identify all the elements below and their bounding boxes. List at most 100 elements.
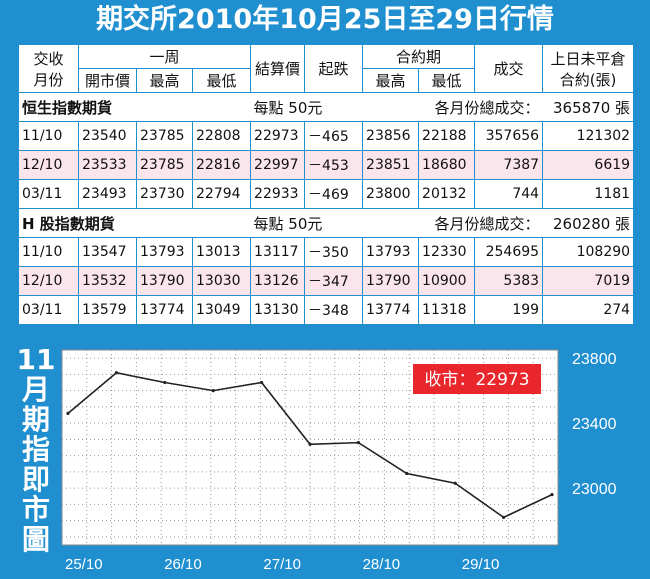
total-value: 260280 張	[542, 208, 635, 238]
chart-svg: 23000 23400 23800 25/10 26/10 27/10 28/10 29/10…	[61, 349, 617, 573]
cell-c-high: 13774	[362, 295, 420, 325]
table-row: 12/10 13532 13790 13030 13126 －347 13790 10900 5…	[18, 266, 635, 296]
data-point	[405, 471, 409, 476]
cell-low: 13030	[191, 266, 252, 296]
cell-high: 23730	[136, 179, 193, 209]
cell-high: 23785	[136, 121, 193, 151]
cell-change: －453	[304, 150, 364, 180]
y-tick-label: 23400	[572, 416, 617, 433]
data-point	[114, 371, 118, 375]
cell-month: 11/10	[18, 237, 79, 267]
y-tick-label: 23800	[572, 351, 617, 368]
cell-open: 13547	[78, 237, 137, 267]
table-row: 12/10 23533 23785 22816 22997 －453 23851 18680 7…	[18, 150, 635, 180]
total-label: 各月份總成交：	[362, 92, 543, 122]
col-contract-period: 合約期	[362, 44, 476, 69]
cell-c-low: 22188	[418, 121, 476, 151]
cell-oi: 121302	[542, 121, 635, 151]
cell-open: 23493	[78, 179, 137, 209]
x-tick-label: 26/10	[164, 556, 202, 573]
total-value: 365870 張	[542, 92, 635, 122]
cell-change: －348	[304, 295, 364, 325]
cell-volume: 7387	[474, 150, 544, 180]
cell-volume: 254695	[474, 237, 544, 267]
cell-change: －347	[304, 266, 364, 296]
close-label: 收市：22973	[424, 370, 529, 390]
col-volume: 成交	[474, 44, 544, 93]
data-point	[502, 515, 506, 519]
section-name: H 股指數期貨	[17, 208, 251, 238]
cell-oi: 6619	[542, 150, 635, 180]
data-point	[163, 380, 167, 385]
cell-month: 12/10	[18, 266, 79, 296]
side-title-char: 圖	[21, 523, 50, 556]
cell-high: 13793	[136, 237, 193, 267]
cell-c-low: 18680	[418, 150, 476, 180]
cell-c-low: 10900	[418, 266, 476, 296]
section-hshare: H 股指數期貨 每點 50元 各月份總成交： 260280 張	[17, 208, 635, 238]
cell-change: －465	[304, 121, 364, 151]
cell-high: 13790	[136, 266, 193, 296]
x-tick-label: 27/10	[263, 556, 301, 573]
data-point	[453, 481, 457, 485]
data-point	[260, 380, 264, 385]
x-tick-label: 28/10	[363, 556, 401, 573]
y-tick-label: 23000	[572, 481, 617, 498]
cell-volume: 5383	[474, 266, 544, 296]
cell-low: 13049	[191, 295, 252, 325]
data-point	[356, 441, 360, 445]
cell-oi: 108290	[542, 237, 635, 267]
intraday-chart: 23000 23400 23800 25/10 26/10 27/10 28/10 29/10…	[60, 345, 636, 575]
side-title-char: 11	[16, 343, 56, 376]
cell-change: －350	[304, 237, 364, 267]
cell-low: 22794	[191, 179, 252, 209]
cell-change: －469	[304, 179, 364, 209]
x-tick-label: 29/10	[462, 556, 500, 573]
col-contract-high: 最高	[362, 68, 420, 93]
cell-month: 11/10	[18, 121, 79, 151]
per-point: 每點 50元	[250, 92, 363, 122]
cell-settle: 13117	[250, 237, 306, 267]
table-row: 03/11 23493 23730 22794 22933 －469 23800 20132 7…	[18, 179, 635, 209]
col-open-interest: 上日未平倉 合約(張)	[542, 44, 635, 93]
cell-high: 13774	[136, 295, 193, 325]
side-title-char: 期	[21, 403, 50, 436]
table-row: 11/10 13547 13793 13013 13117 －350 13793 12330 2…	[18, 237, 635, 267]
cell-month: 03/11	[18, 179, 79, 209]
cell-volume: 357656	[474, 121, 544, 151]
col-low: 最低	[191, 68, 252, 93]
side-title-char: 月	[21, 373, 50, 406]
section-hsi: 恒生指數期貨 每點 50元 各月份總成交： 365870 張	[17, 92, 635, 122]
data-point	[308, 442, 312, 446]
section-name: 恒生指數期貨	[17, 92, 251, 122]
cell-settle: 22933	[250, 179, 306, 209]
cell-c-low: 11318	[418, 295, 476, 325]
cell-c-high: 23851	[362, 150, 420, 180]
cell-month: 12/10	[18, 150, 79, 180]
col-week: 一周	[77, 44, 252, 69]
col-settle: 結算價	[250, 44, 306, 93]
side-title-char: 即	[21, 463, 50, 496]
table-row: 11/10 23540 23785 22808 22973 －465 23856 22188 3…	[18, 121, 635, 151]
cell-c-high: 23800	[362, 179, 420, 209]
col-open: 開市價	[78, 68, 137, 93]
page-title: 期交所2010年10月25日至29日行情	[96, 4, 554, 35]
cell-open: 23540	[78, 121, 137, 151]
cell-settle: 22997	[250, 150, 306, 180]
table-row: 03/11 13579 13774 13049 13130 －348 13774 11318 1…	[18, 295, 635, 325]
cell-volume: 199	[474, 295, 544, 325]
cell-month: 03/11	[18, 295, 79, 325]
cell-settle: 13126	[250, 266, 306, 296]
total-label: 各月份總成交：	[362, 208, 543, 238]
side-title-char: 市	[21, 493, 50, 526]
data-point	[66, 411, 70, 415]
cell-open: 13532	[78, 266, 137, 296]
cell-volume: 744	[474, 179, 544, 209]
per-point: 每點 50元	[250, 208, 363, 238]
cell-c-low: 20132	[418, 179, 476, 209]
cell-low: 13013	[191, 237, 252, 267]
cell-oi: 1181	[542, 179, 635, 209]
data-point	[550, 493, 554, 497]
data-point	[211, 389, 215, 393]
cell-low: 22816	[191, 150, 252, 180]
